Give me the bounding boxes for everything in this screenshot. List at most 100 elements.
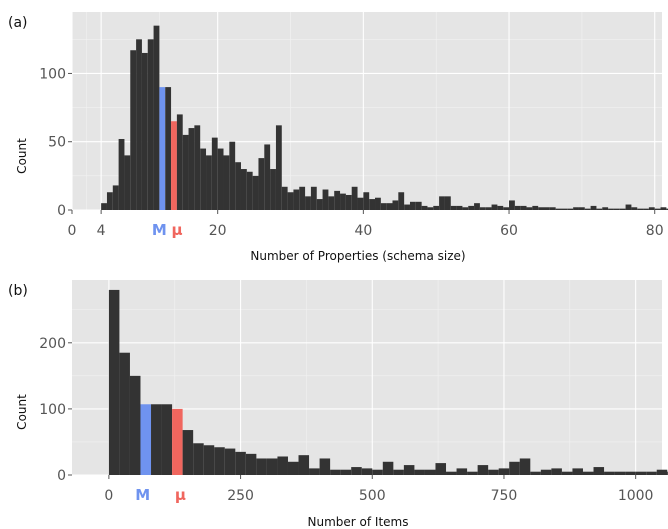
histogram-bar <box>433 205 440 210</box>
histogram-bar <box>646 471 657 475</box>
x-tick-label: 4 <box>97 223 106 239</box>
histogram-bar <box>404 204 410 210</box>
histogram-bar <box>340 193 346 210</box>
histogram-bar <box>393 469 404 475</box>
histogram-bar <box>532 205 539 210</box>
histogram-bar <box>584 208 591 210</box>
histogram-bar <box>468 205 475 210</box>
histogram-bar <box>176 114 183 210</box>
histogram-bar <box>439 196 445 210</box>
histogram-bar <box>491 204 498 210</box>
histogram-bar <box>340 469 352 475</box>
bars-a <box>101 25 668 211</box>
x-axis-title-b: Number of Items <box>308 515 409 529</box>
histogram-bar <box>159 87 166 210</box>
histogram-bar <box>386 203 393 210</box>
histogram-bar <box>165 87 172 210</box>
x-tick-label: 0 <box>68 223 77 239</box>
histogram-bar <box>172 408 183 475</box>
histogram-bar <box>614 471 626 475</box>
histogram-bar <box>319 458 331 475</box>
histogram-bar <box>530 471 541 475</box>
histogram-bar <box>608 208 614 210</box>
y-axis-title-a: Count <box>15 138 29 174</box>
histogram-bar <box>363 192 370 210</box>
histogram-bar <box>555 208 562 210</box>
histogram-bar <box>141 52 148 211</box>
histogram-bar <box>305 196 311 210</box>
x-ticks-a: 0 4 20 40 60 80 <box>68 210 664 239</box>
histogram-bar <box>660 207 667 210</box>
histogram-bar <box>593 467 605 475</box>
histogram-bar <box>409 201 416 210</box>
histogram-bar <box>369 199 376 210</box>
histogram-bar <box>488 469 499 475</box>
histogram-bar <box>590 205 597 210</box>
histogram-bar <box>456 205 463 210</box>
histogram-bar <box>637 208 644 210</box>
histogram-bar <box>403 465 415 475</box>
histogram-bar <box>235 451 246 475</box>
histogram-bar <box>549 207 556 210</box>
x-tick-label: 1000 <box>618 488 654 504</box>
histogram-bar <box>258 158 265 210</box>
histogram-bar <box>361 468 373 475</box>
histogram-bar <box>544 207 550 210</box>
median-marker: M <box>152 221 167 239</box>
histogram-bar <box>467 471 478 475</box>
histogram-bar <box>648 207 655 210</box>
histogram-bar <box>310 186 317 210</box>
histogram-bar <box>206 155 212 210</box>
histogram-bar <box>214 447 225 475</box>
histogram-bar <box>345 194 352 210</box>
x-axis-title-a: Number of Properties (schema size) <box>250 249 465 263</box>
histogram-bar <box>421 205 428 210</box>
histogram-bar <box>223 155 230 210</box>
histogram-bar <box>140 404 152 475</box>
mean-marker: μ <box>175 486 186 504</box>
y-tick-label: 50 <box>48 135 66 151</box>
histogram-bar <box>299 186 306 210</box>
histogram-bar <box>171 121 177 210</box>
histogram-bar <box>298 455 310 475</box>
histogram-bar <box>136 39 142 210</box>
histogram-bar <box>200 148 207 210</box>
histogram-bar <box>613 208 620 210</box>
histogram-bar <box>435 463 447 475</box>
histogram-bar <box>161 404 173 475</box>
histogram-bar <box>477 465 489 475</box>
histogram-bar <box>526 207 533 210</box>
y-tick-label: 200 <box>39 336 66 352</box>
histogram-bar <box>101 203 107 210</box>
histogram-bar <box>322 189 329 210</box>
x-tick-label: 0 <box>104 488 113 504</box>
histogram-bar <box>124 155 131 210</box>
histogram-bar <box>540 469 552 475</box>
histogram-bar <box>182 430 194 475</box>
histogram-bar <box>357 197 364 210</box>
histogram-bar <box>392 200 399 210</box>
histogram-bar <box>604 471 615 475</box>
x-tick-label: 750 <box>491 488 518 504</box>
histogram-bar <box>561 471 573 475</box>
histogram-bar <box>424 469 436 475</box>
histogram-bar <box>380 203 387 210</box>
histogram-bar <box>456 468 468 475</box>
histogram-bar <box>188 128 195 210</box>
histogram-bar <box>635 471 647 475</box>
y-tick-label: 0 <box>57 203 66 219</box>
histogram-bar <box>666 208 668 210</box>
y-axis-title-b: Count <box>15 394 29 430</box>
histogram-bar <box>509 461 520 475</box>
histogram-bar <box>375 197 381 210</box>
histogram-bar <box>398 192 405 210</box>
x-ticks-b: 0 250 500 750 1000 <box>104 475 653 504</box>
y-tick-label: 100 <box>39 66 66 82</box>
histogram-bar <box>245 453 257 475</box>
histogram-bar <box>485 207 492 210</box>
histogram-bar <box>235 162 241 210</box>
y-tick-label: 0 <box>57 468 66 484</box>
